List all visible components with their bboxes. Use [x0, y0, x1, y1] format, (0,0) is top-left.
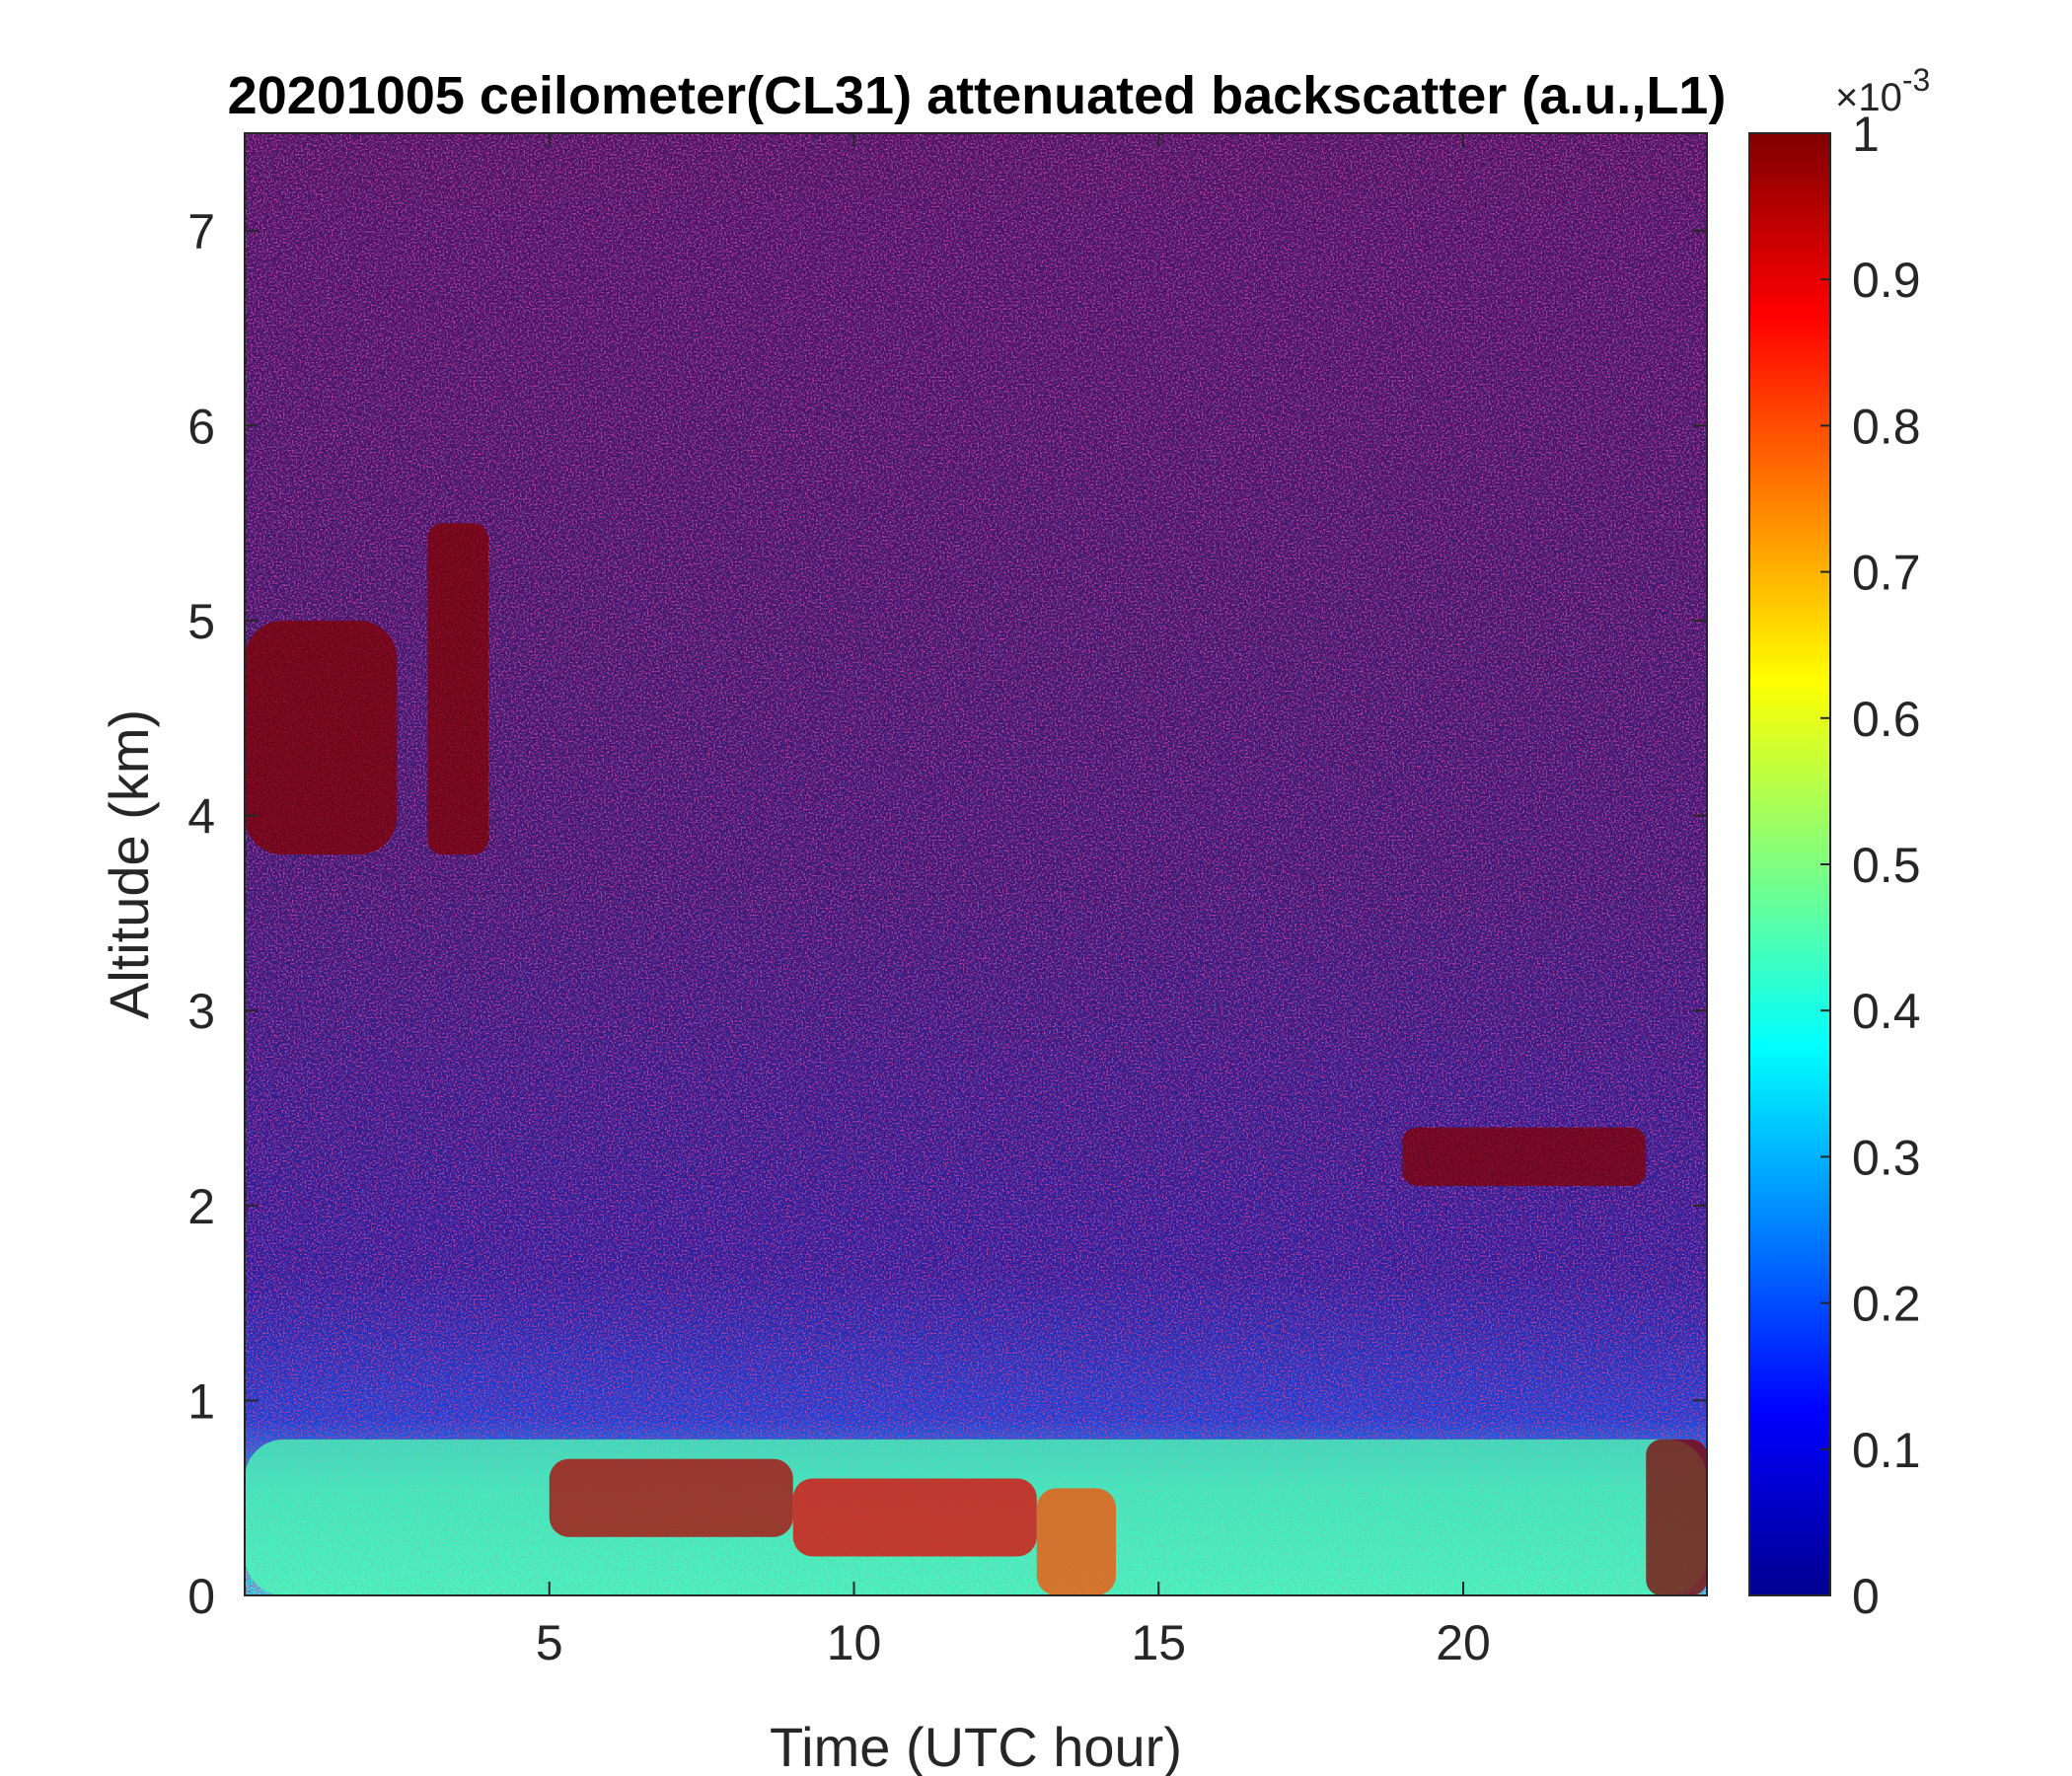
colorbar-tick-label: 0.9 — [1852, 253, 1921, 308]
heatmap-plot-area — [245, 133, 1707, 1595]
y-tick-label: 0 — [187, 1569, 215, 1624]
y-tick-label: 6 — [187, 399, 215, 454]
heatmap-noise-fine-texture — [245, 133, 1707, 1595]
colorbar-tick-label: 0.1 — [1852, 1423, 1921, 1478]
y-axis-title: Altitude (km) — [98, 709, 160, 1019]
colorbar-ticks: 0 0.1 0.2 0.3 0.4 0.5 0.6 0.7 0.8 0.9 1 — [1820, 107, 1921, 1624]
x-axis-ticks: 5 10 15 20 — [536, 133, 1491, 1670]
x-tick-label: 5 — [536, 1615, 563, 1670]
x-axis-title: Time (UTC hour) — [770, 1716, 1182, 1776]
y-tick-label: 5 — [187, 594, 215, 649]
x-tick-label: 20 — [1436, 1615, 1491, 1670]
chart-title: 20201005 ceilometer(CL31) attenuated bac… — [228, 66, 1727, 125]
plot-frame — [244, 132, 1708, 1596]
heatmap-feature — [1646, 1439, 1707, 1595]
x-tick-label: 10 — [827, 1615, 882, 1670]
colorbar-tick-label: 0.5 — [1852, 838, 1921, 893]
heatmap-feature — [792, 1478, 1037, 1557]
colorbar-tick-label: 0.8 — [1852, 399, 1921, 454]
y-tick-label: 7 — [187, 204, 215, 259]
x-tick-label: 15 — [1131, 1615, 1186, 1670]
y-tick-label: 4 — [187, 789, 215, 845]
colorbar-tick-label: 0.6 — [1852, 692, 1921, 747]
y-tick-label: 3 — [187, 984, 215, 1039]
colorbar-tick-label: 0.2 — [1852, 1277, 1921, 1332]
heatmap-features — [245, 523, 1707, 1595]
colorbar-tick-label: 0.4 — [1852, 984, 1921, 1039]
heatmap-feature — [1036, 1488, 1117, 1595]
colorbar-scale-label: ×10-3 — [1835, 62, 1930, 119]
y-axis-ticks: 0 1 2 3 4 5 6 7 — [187, 204, 1707, 1624]
y-tick-label: 1 — [187, 1373, 215, 1429]
colorbar-tick-label: 0 — [1852, 1569, 1880, 1624]
colorbar — [1748, 132, 1831, 1596]
y-tick-label: 2 — [187, 1179, 215, 1234]
colorbar-tick-label: 0.3 — [1852, 1130, 1921, 1185]
heatmap-feature — [549, 1458, 793, 1537]
colorbar-tick-label: 1 — [1852, 107, 1880, 162]
heatmap-feature — [427, 523, 488, 855]
heatmap-feature — [1402, 1127, 1647, 1187]
heatmap-feature — [245, 621, 398, 855]
colorbar-tick-label: 0.7 — [1852, 546, 1921, 601]
